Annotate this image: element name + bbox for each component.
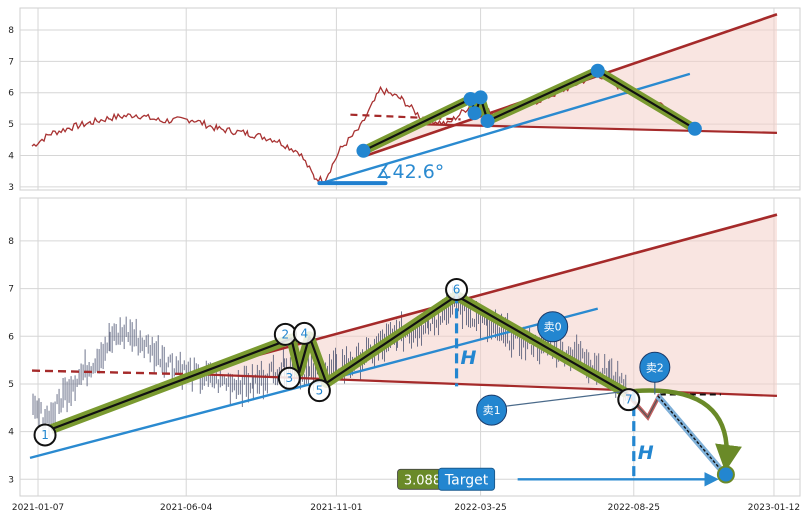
upper-channel-line: [182, 213, 778, 377]
y-tick-label: 7: [8, 57, 14, 67]
pivot-circle: [33, 423, 57, 447]
target-value: 3.088: [404, 473, 441, 488]
pivot-label: 6: [453, 283, 461, 297]
x-tick-label: 2022-03-25: [454, 503, 506, 513]
pivot-marker: [467, 106, 482, 121]
angle-label: ∡42.6°: [375, 161, 444, 183]
height-mark-label: H: [461, 347, 477, 369]
pivot-label: 7: [625, 393, 633, 407]
sell-label: 卖1: [483, 404, 501, 417]
lower-channel-line: [416, 123, 777, 134]
sell-badge: [639, 351, 671, 383]
pivot-circle: [307, 379, 331, 403]
sell-label: 卖0: [544, 321, 562, 334]
diagonal-target-line: [657, 395, 721, 469]
sell-badge: [476, 394, 508, 426]
y-tick-label: 4: [8, 151, 14, 161]
x-tick-label: 2023-01-12: [748, 503, 800, 513]
sell-pointer-line: [505, 390, 627, 407]
x-tick-label: 2022-08-25: [608, 503, 660, 513]
pivot-circle: [292, 321, 316, 345]
lower-channel-dashed: [350, 113, 461, 121]
y-tick-label: 3: [8, 475, 14, 485]
x-tick-label: 2021-06-04: [160, 503, 213, 513]
pivot-circle: [617, 388, 641, 412]
pivot-circle: [445, 278, 469, 302]
y-tick-label: 6: [8, 89, 14, 99]
pivot-label: 3: [286, 371, 294, 385]
bottom-panel: 3 4 5 6 7 8 2021-01-07 2021-06-04 2021-11-01 2022…: [8, 197, 801, 513]
y-tick-label: 3: [8, 183, 14, 193]
sell-badge: [537, 311, 569, 343]
top-panel: 3 4 5 6 7 8 ∡42.6°: [8, 7, 801, 193]
target-label: Target: [444, 472, 489, 488]
y-tick-label: 8: [8, 237, 14, 247]
pivot-marker: [687, 121, 702, 136]
pivot-marker: [590, 63, 605, 78]
x-tick-label: 2021-01-07: [12, 503, 64, 513]
y-tick-label: 5: [8, 120, 14, 130]
y-tick-label: 5: [8, 380, 14, 390]
lower-channel-dashed: [31, 369, 203, 376]
sell-label: 卖2: [646, 361, 664, 374]
curved-target-arrow: [633, 388, 742, 472]
target-point: [716, 465, 735, 484]
height-mark-label: H: [638, 442, 654, 464]
pivot-marker: [480, 113, 495, 128]
pivot-label: 4: [301, 326, 309, 340]
pivot-marker: [473, 90, 488, 105]
pivot-label: 1: [41, 428, 49, 442]
y-tick-label: 7: [8, 285, 14, 295]
y-tick-label: 4: [8, 428, 14, 438]
pivot-label: 2: [282, 327, 290, 341]
target-label-box: [438, 467, 496, 491]
pivot-label: 5: [316, 384, 324, 398]
pivot-circle: [277, 366, 301, 390]
y-tick-label: 8: [8, 26, 14, 36]
y-tick-label: 6: [8, 332, 14, 342]
x-tick-label: 2021-11-01: [310, 503, 362, 513]
pivot-marker: [356, 143, 371, 158]
